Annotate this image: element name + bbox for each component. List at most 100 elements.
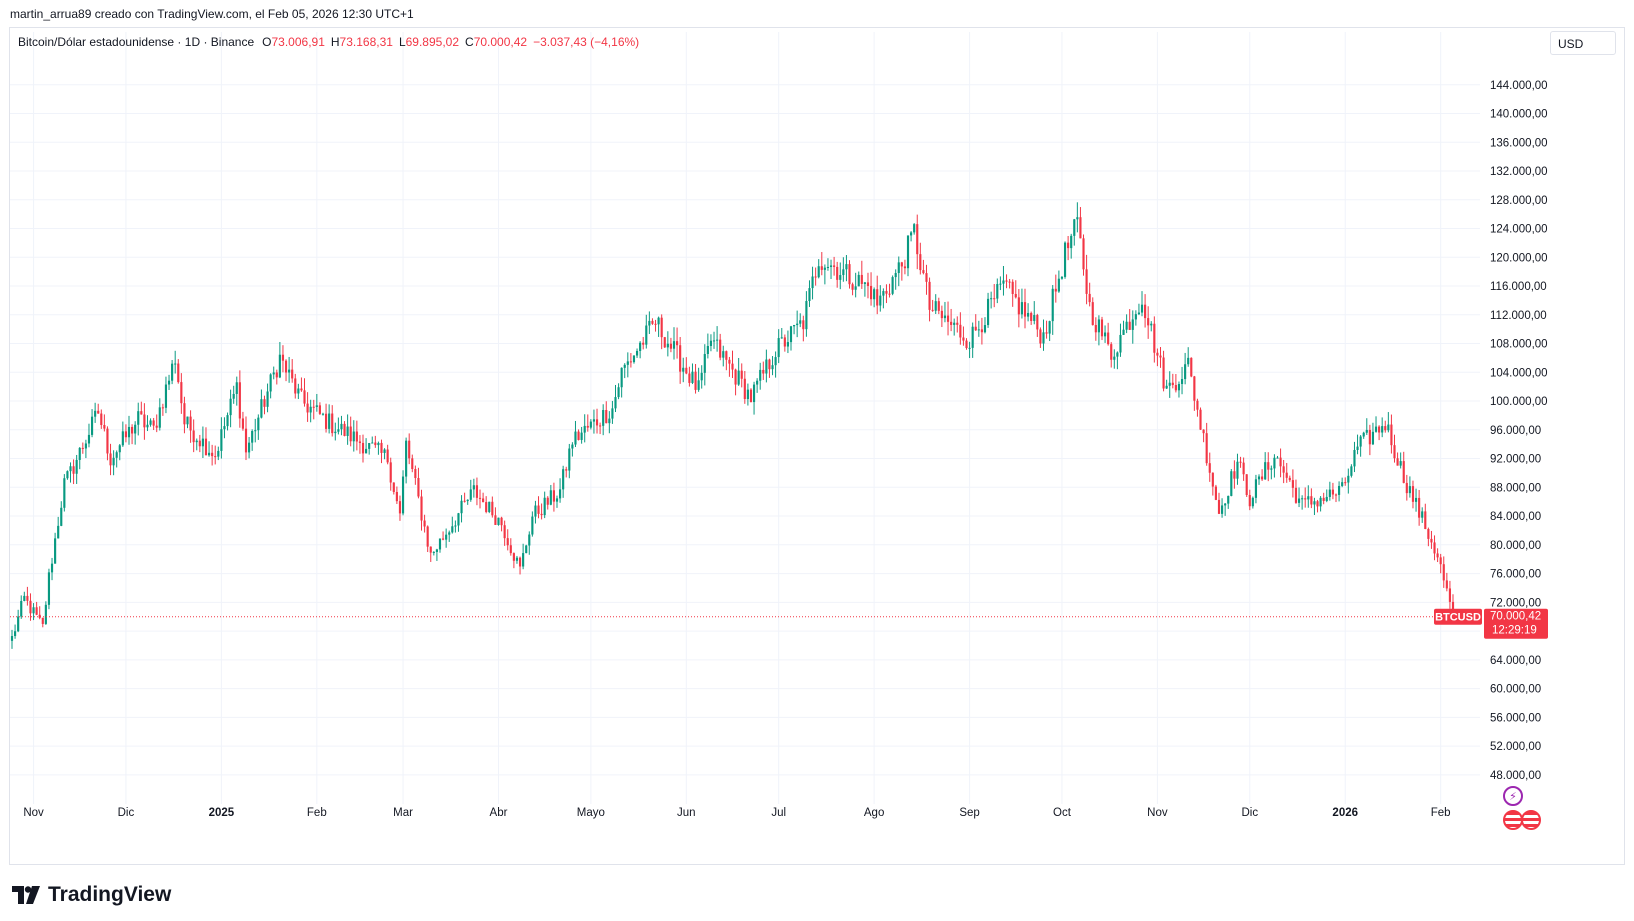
candle-body — [352, 431, 355, 442]
candle-body — [1436, 553, 1439, 558]
time-axis-label: Ago — [864, 807, 884, 819]
tradingview-logo[interactable]: TradingView — [12, 883, 171, 907]
candle-body — [1097, 319, 1100, 333]
candle-body — [602, 410, 605, 426]
candle-body — [583, 425, 586, 433]
candle-body — [1267, 462, 1270, 470]
time-axis-label: Mayo — [577, 807, 605, 819]
lightning-icon[interactable]: ⚡ — [1503, 786, 1523, 806]
candle-body — [1091, 302, 1094, 325]
candle-body — [1304, 498, 1307, 500]
candle-body — [41, 617, 44, 624]
price-axis-label: 112.000,00 — [1490, 310, 1547, 322]
candle-body — [63, 478, 66, 508]
candle-body — [823, 267, 826, 270]
candle-body — [398, 501, 402, 514]
candle-body — [703, 353, 706, 373]
chart-frame[interactable] — [9, 27, 1625, 865]
candle-body — [1233, 471, 1236, 479]
candle-body — [435, 549, 438, 552]
us-flag-icon[interactable] — [1503, 810, 1523, 830]
candle-body — [87, 434, 91, 444]
symbol-tag-bg — [1434, 608, 1482, 625]
candle-body — [260, 399, 263, 418]
candle-body — [1411, 486, 1415, 502]
price-axis-label: 136.000,00 — [1490, 137, 1548, 149]
candle-body — [697, 380, 700, 390]
change-value: −3.037,43 (−4,16%) — [533, 35, 640, 49]
time-axis-label: Nov — [23, 807, 44, 819]
candle-body — [854, 286, 857, 290]
price-axis-label: 100.000,00 — [1490, 396, 1548, 408]
candle-body — [1103, 332, 1107, 337]
candle-body — [1230, 471, 1233, 496]
candle-body — [740, 370, 743, 379]
us-flag-icon-secondary[interactable] — [1521, 810, 1541, 830]
candle-body — [1116, 352, 1119, 357]
price-axis-label: 140.000,00 — [1490, 109, 1548, 121]
candle-body — [1137, 312, 1141, 315]
candle-body — [1107, 332, 1110, 345]
candle-body — [131, 426, 134, 434]
candle-body — [66, 471, 69, 479]
candle-body — [1220, 505, 1224, 514]
candle-body — [1039, 329, 1042, 344]
time-axis-label: Dic — [118, 807, 135, 819]
symbol-legend[interactable]: Bitcoin/Dólar estadounidense · 1D · Bina… — [18, 35, 645, 49]
candle-body — [106, 428, 109, 454]
candle-body — [272, 372, 275, 375]
candle-body — [1322, 497, 1325, 501]
candle-body — [466, 499, 469, 502]
candle-body — [97, 410, 100, 414]
candle-body — [417, 478, 420, 497]
candle-body — [1291, 480, 1294, 488]
candle-body — [1261, 476, 1264, 480]
candle-body — [1424, 511, 1427, 529]
candle-body — [491, 501, 494, 516]
symbol-name[interactable]: Bitcoin/Dólar estadounidense · 1D · Bina… — [18, 35, 255, 49]
currency-button[interactable]: USD — [1550, 31, 1616, 55]
candle-body — [207, 452, 211, 456]
candle-body — [1048, 321, 1051, 334]
candle-body — [1236, 461, 1239, 479]
candle-body — [454, 525, 457, 527]
candle-body — [177, 363, 180, 383]
price-axis-label: 124.000,00 — [1490, 224, 1548, 236]
tradingview-logo-icon — [12, 886, 40, 904]
candle-body — [722, 351, 725, 358]
candle-body — [75, 459, 78, 474]
candle-body — [1147, 318, 1150, 326]
candle-body — [1301, 498, 1304, 500]
candle-body — [1224, 503, 1227, 506]
candle-body — [14, 631, 17, 637]
candle-body — [866, 282, 870, 286]
candle-body — [712, 340, 716, 342]
candle-body — [709, 340, 713, 346]
candle-body — [1242, 462, 1245, 475]
candle-body — [546, 497, 549, 505]
candle-body — [1168, 382, 1171, 386]
candle-body — [765, 359, 768, 374]
price-axis-label: 76.000,00 — [1490, 569, 1541, 581]
time-axis-label: Sep — [959, 807, 979, 819]
candle-body — [940, 310, 943, 319]
candle-body — [1036, 315, 1039, 330]
candle-body — [817, 266, 820, 278]
candle-body — [1023, 302, 1027, 317]
candle-body — [1190, 357, 1193, 377]
candle-body — [876, 289, 879, 306]
candle-body — [1054, 288, 1057, 292]
candle-body — [1313, 501, 1316, 505]
candle-body — [1347, 475, 1350, 483]
candle-body — [321, 413, 325, 415]
candle-body — [1359, 436, 1362, 447]
candle-body — [549, 490, 552, 505]
candle-body — [395, 491, 398, 502]
price-axis-label: 72.000,00 — [1490, 597, 1541, 609]
time-axis-label: Mar — [393, 807, 413, 819]
candle-body — [152, 420, 155, 426]
candle-body — [1085, 269, 1088, 294]
candle-body — [986, 298, 990, 326]
open-value: 73.006,91 — [271, 35, 325, 49]
